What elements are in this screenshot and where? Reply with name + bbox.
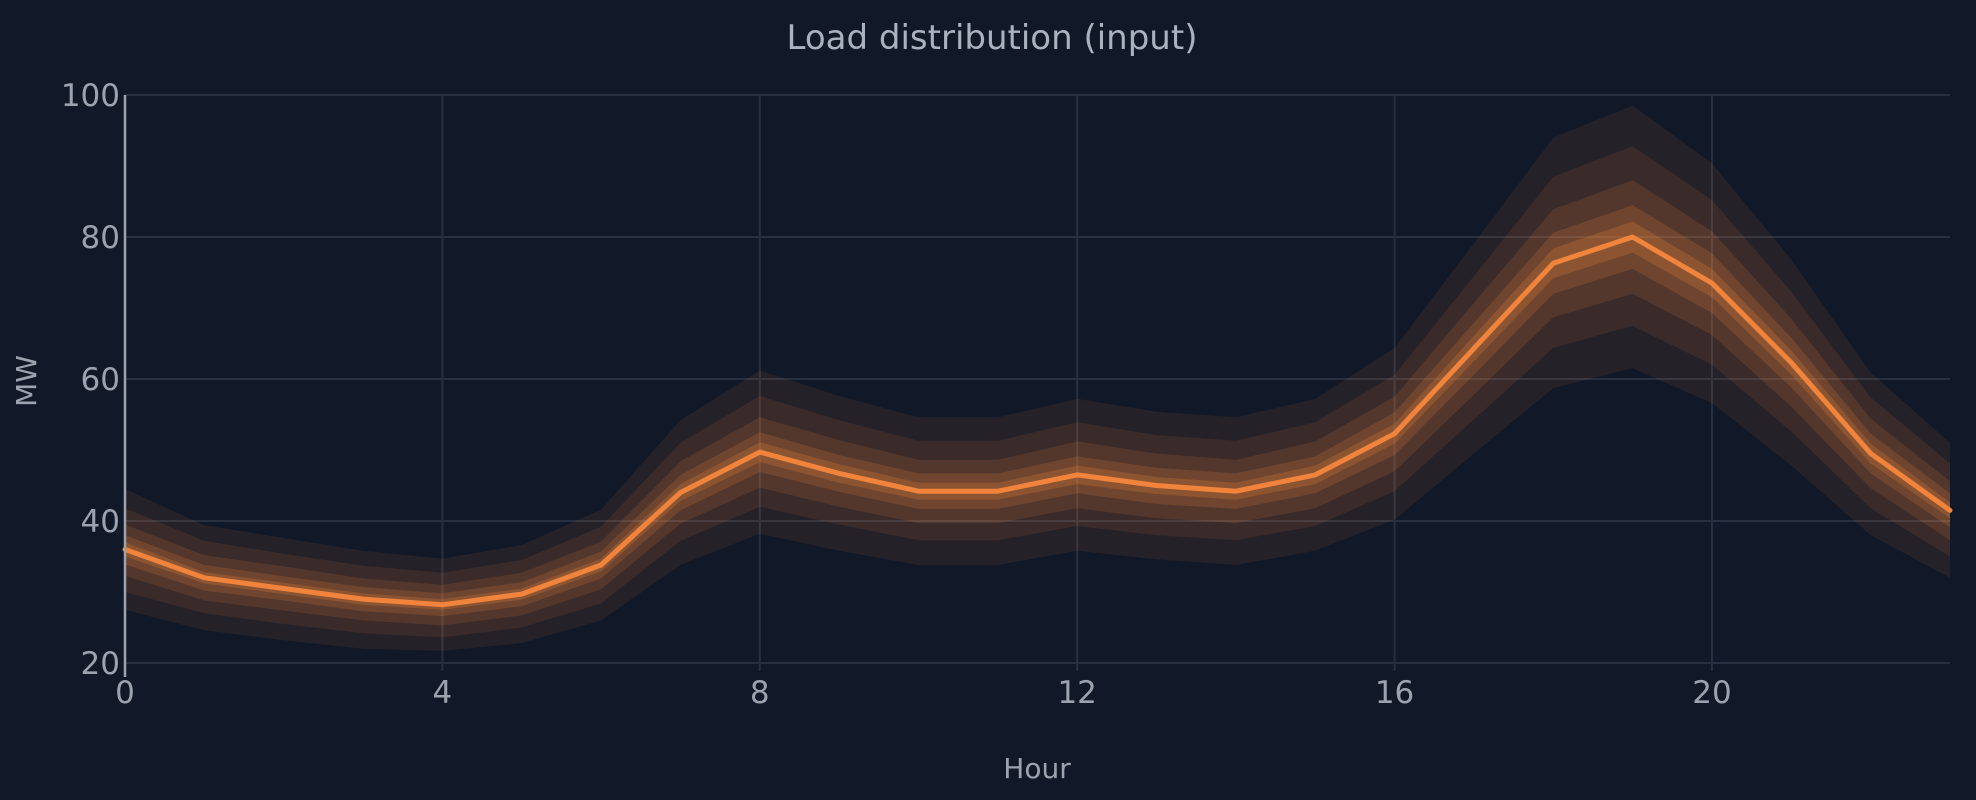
x-tick-label-16: 16 — [1375, 675, 1414, 711]
chart-title: Load distribution (input) — [787, 18, 1198, 58]
quantile-bands — [125, 105, 1950, 651]
band-q5-q95 — [125, 105, 1950, 651]
y-tick-label-40: 40 — [81, 504, 120, 540]
y-tick-label-100: 100 — [61, 78, 120, 114]
x-axis-title: Hour — [1003, 752, 1071, 785]
band-q20-q80 — [125, 180, 1950, 626]
y-tick-labels: 20 40 60 80 100 — [61, 78, 120, 682]
median-line — [122, 234, 1953, 608]
x-tick-labels: 0 4 8 12 16 20 — [115, 675, 1732, 711]
x-tick-label-20: 20 — [1692, 675, 1731, 711]
x-tick-label-4: 4 — [433, 675, 453, 711]
x-tick-label-8: 8 — [750, 675, 770, 711]
y-axis-title: MW — [10, 355, 43, 407]
band-q10-q90 — [125, 146, 1950, 638]
y-tick-label-80: 80 — [81, 220, 120, 256]
y-tick-label-60: 60 — [81, 362, 120, 398]
band-q40-q60 — [125, 221, 1950, 610]
x-tick-label-0: 0 — [115, 675, 135, 711]
y-tick-label-20: 20 — [81, 646, 120, 682]
x-tick-label-12: 12 — [1057, 675, 1096, 711]
median-series — [122, 234, 1953, 608]
band-q30-q70 — [125, 205, 1950, 617]
